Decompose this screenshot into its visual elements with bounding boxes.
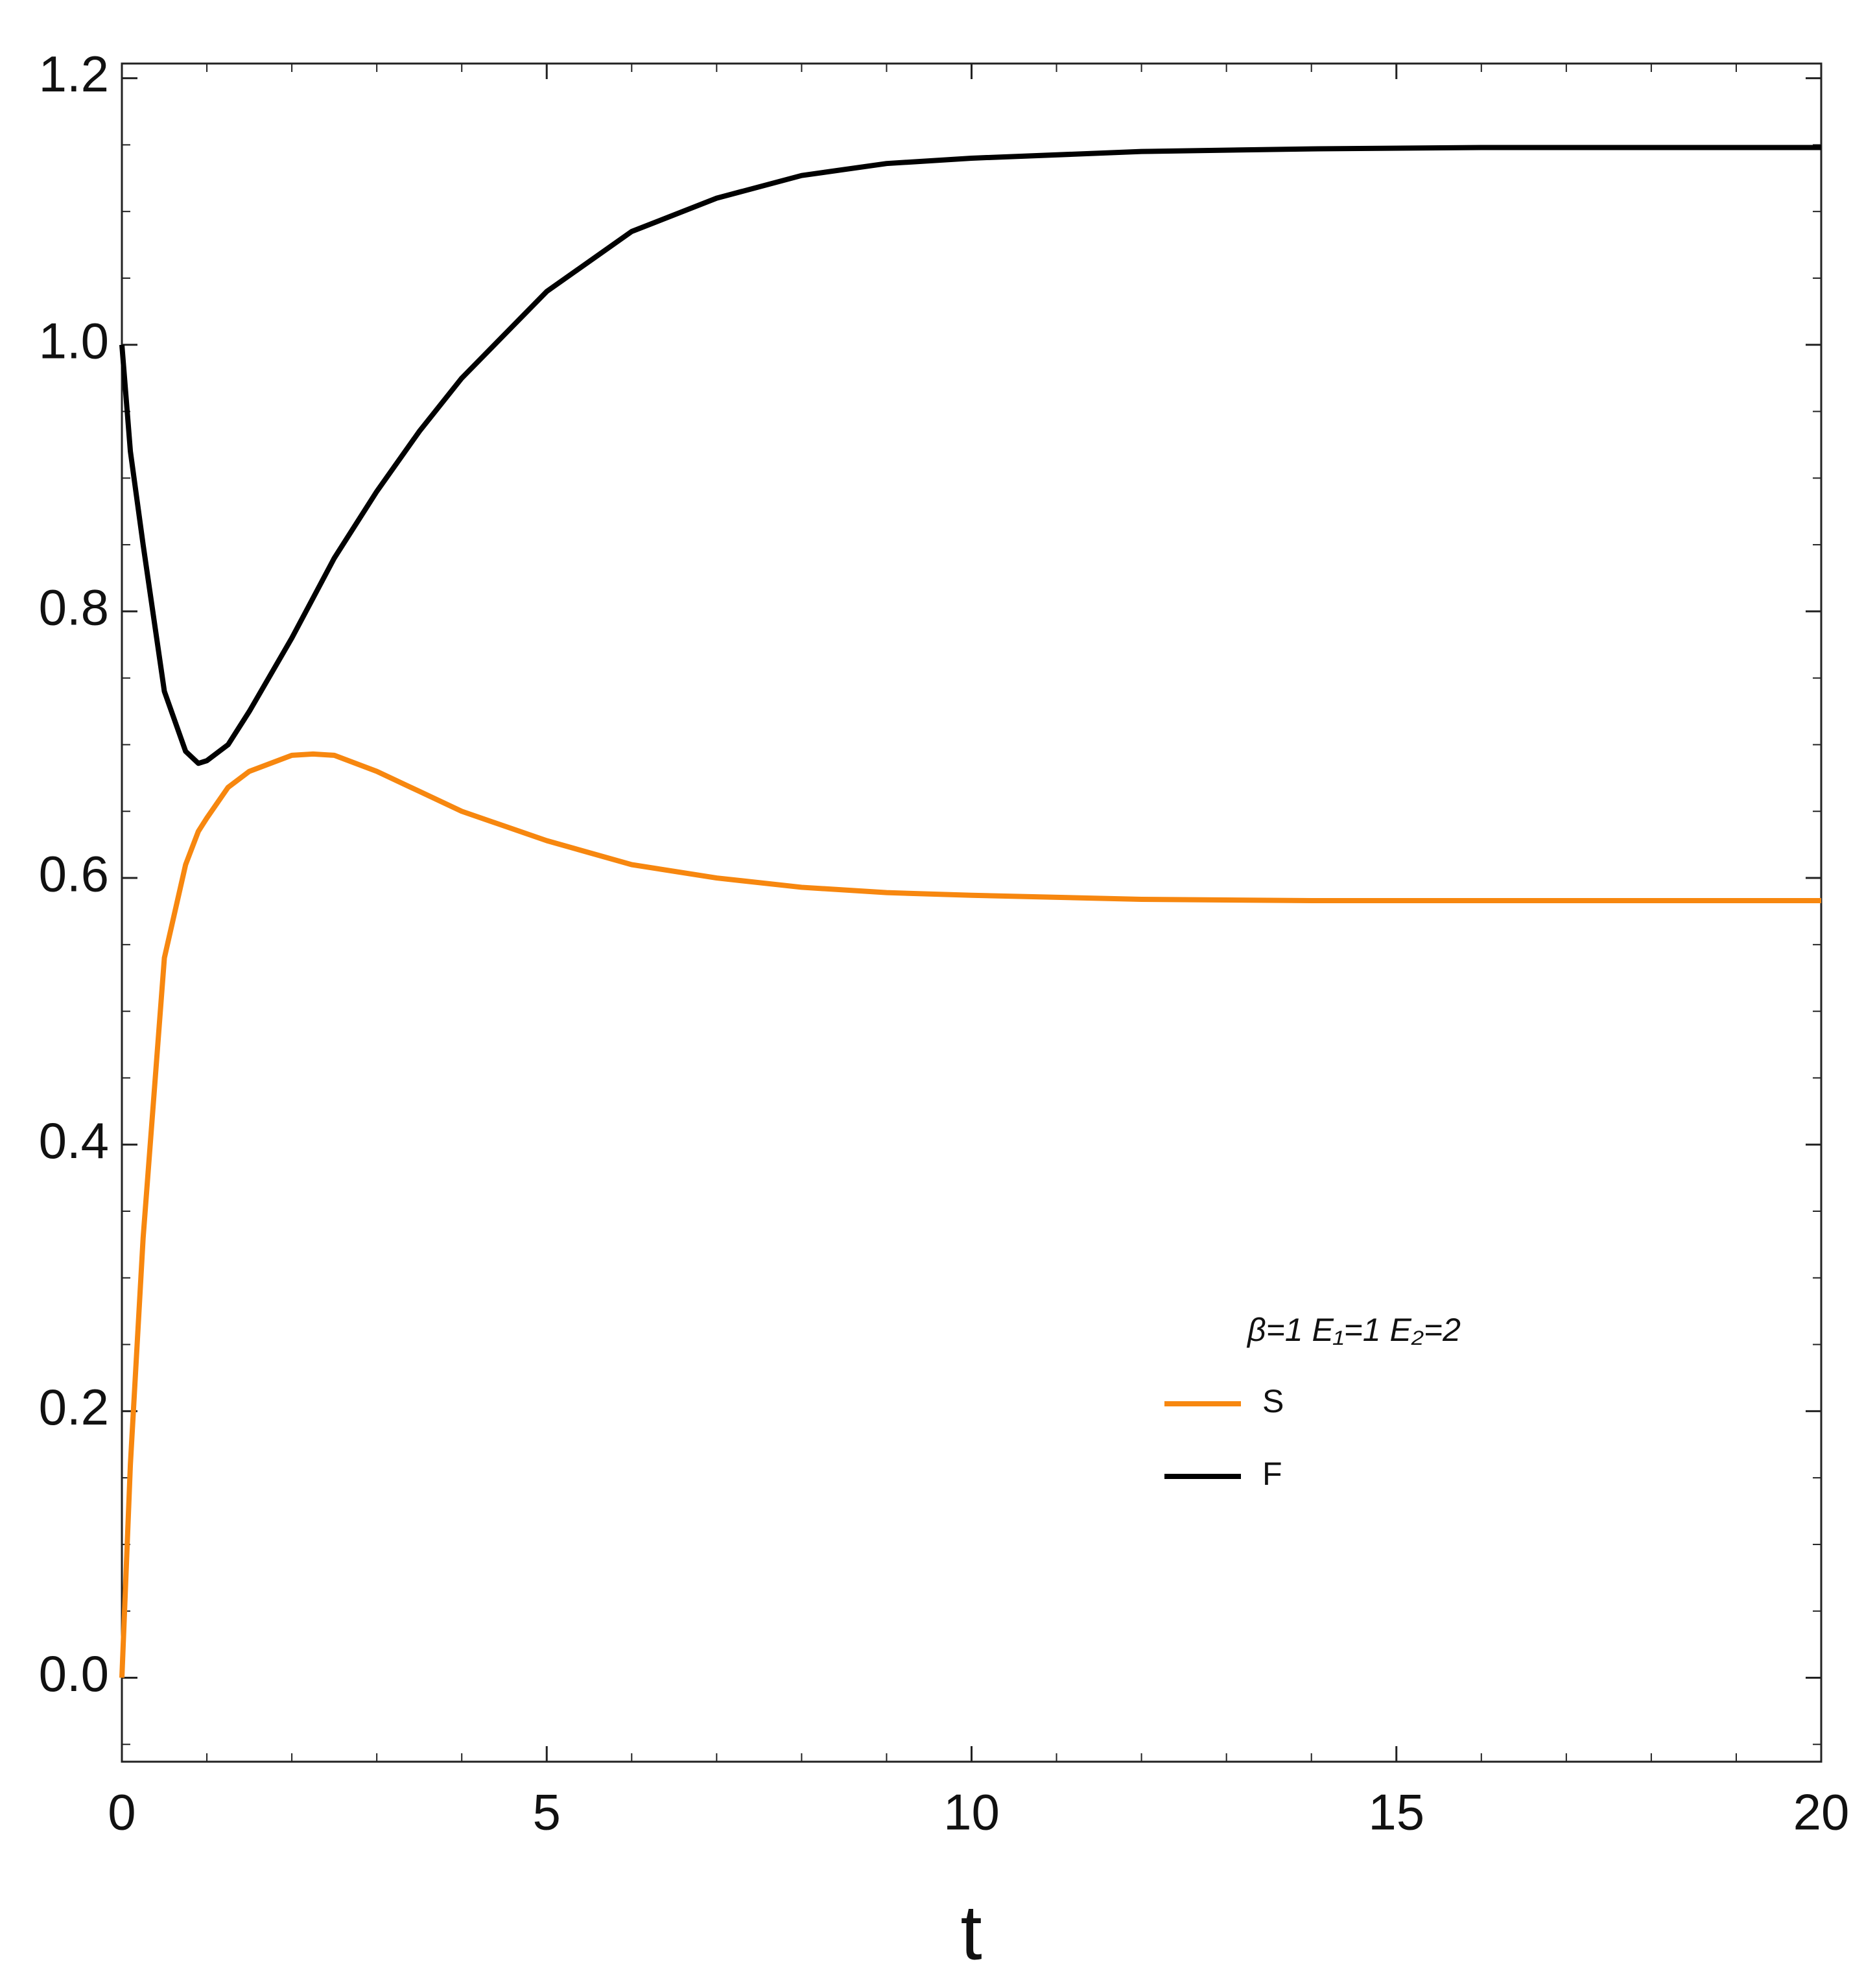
- legend-title: β=1 E₁=1 E₂=2: [1246, 1312, 1461, 1348]
- line-series: [119, 751, 1821, 1678]
- y-tick-label: 0.4: [39, 1112, 109, 1169]
- y-tick-label: 1.0: [39, 312, 109, 369]
- plot-frame: [121, 62, 1823, 1763]
- y-tick-label: 0.6: [39, 846, 109, 903]
- x-tick-label: 20: [1793, 1784, 1850, 1841]
- y-tick-label: 0.8: [39, 579, 109, 636]
- legend-label: S: [1262, 1383, 1284, 1419]
- x-tick-label: 0: [108, 1784, 136, 1841]
- x-tick-label: 15: [1368, 1784, 1424, 1841]
- y-tick-label: 0.0: [39, 1645, 109, 1702]
- y-tick-label: 0.2: [39, 1379, 109, 1436]
- line-series: [119, 145, 1821, 766]
- y-tick-label: 1.2: [39, 45, 109, 102]
- x-tick-label: 10: [943, 1784, 1000, 1841]
- x-axis-label: t: [960, 1889, 982, 1976]
- x-tick-label: 5: [533, 1784, 561, 1841]
- legend-label: F: [1262, 1456, 1282, 1492]
